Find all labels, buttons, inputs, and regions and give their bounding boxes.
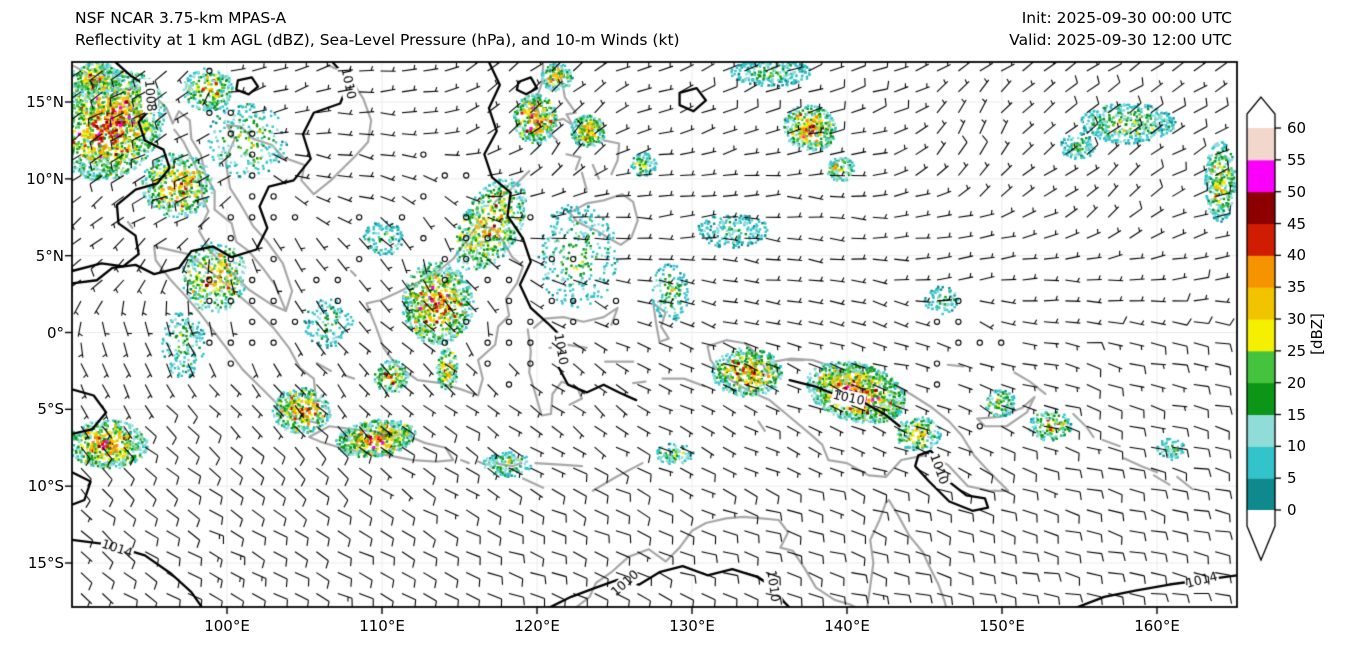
lon-tick-label: 100°E <box>204 617 250 635</box>
lon-tick-label: 110°E <box>359 617 405 635</box>
colorbar-tick-label: 35 <box>1287 278 1307 297</box>
lat-tick-label: 5°S <box>37 400 64 419</box>
lat-tick-label: 15°S <box>27 554 64 572</box>
lon-tick-label: 160°E <box>1134 617 1180 635</box>
colorbar-tick-label: 20 <box>1287 373 1307 392</box>
lat-tick-label: 10°S <box>27 477 64 496</box>
colorbar-tick-label: 5 <box>1287 469 1297 488</box>
product-title: Reflectivity at 1 km AGL (dBZ), Sea-Leve… <box>75 31 680 49</box>
colorbar-unit-label: [dBZ] <box>1307 313 1326 355</box>
lat-tick-label: 10°N <box>26 169 64 188</box>
colorbar-tick-label: 25 <box>1287 341 1307 360</box>
valid-time: Valid: 2025-09-30 12:00 UTC <box>1009 31 1232 49</box>
lat-tick-label: 5°N <box>35 246 64 265</box>
colorbar-tick-label: 15 <box>1287 405 1307 424</box>
colorbar-tick-label: 55 <box>1287 150 1307 169</box>
colorbar-tick-label: 10 <box>1287 437 1307 456</box>
init-time: Init: 2025-09-30 00:00 UTC <box>1021 9 1232 27</box>
colorbar-tick-label: 40 <box>1287 246 1307 265</box>
lat-tick-label: 15°N <box>26 93 64 111</box>
lat-tick-label: 0° <box>46 323 64 342</box>
colorbar-tick-label: 50 <box>1287 182 1307 201</box>
colorbar-tick-label: 0 <box>1287 501 1297 519</box>
lon-tick-label: 120°E <box>514 617 560 635</box>
lon-tick-label: 150°E <box>979 617 1025 635</box>
lon-tick-label: 130°E <box>669 617 715 635</box>
model-title: NSF NCAR 3.75-km MPAS-A <box>75 9 287 27</box>
colorbar-tick-label: 30 <box>1287 310 1307 329</box>
colorbar-tick-label: 60 <box>1287 119 1307 138</box>
colorbar-tick-label: 45 <box>1287 214 1307 233</box>
lon-tick-label: 140°E <box>824 617 870 635</box>
